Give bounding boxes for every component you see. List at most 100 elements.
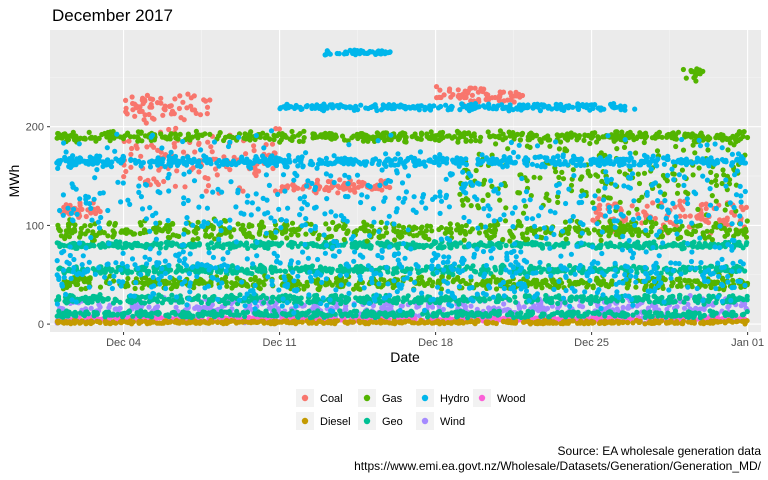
point-gas (291, 226, 297, 232)
point-coal (597, 212, 603, 218)
point-gas (635, 227, 642, 233)
point-diesel (199, 319, 205, 325)
point-geo (482, 311, 488, 317)
point-geo (495, 243, 501, 249)
point-diesel (189, 319, 195, 325)
point-geo (298, 295, 304, 302)
point-coal (166, 103, 173, 109)
point-diesel (96, 319, 102, 325)
point-geo (454, 243, 460, 249)
point-geo (105, 295, 111, 302)
point-geo (313, 242, 319, 248)
point-gas (528, 131, 534, 137)
point-wind (399, 303, 405, 309)
point-wind (741, 302, 747, 308)
point-gas (328, 233, 335, 239)
point-geo (205, 242, 211, 248)
point-diesel (577, 320, 583, 326)
point-geo (272, 311, 279, 317)
point-diesel (165, 319, 171, 326)
point-gas (483, 229, 489, 235)
point-geo (512, 294, 518, 300)
point-gas (175, 136, 181, 142)
point-gas (649, 224, 655, 230)
point-geo (525, 308, 531, 314)
point-coal (88, 210, 94, 216)
point-gas (419, 132, 425, 138)
point-geo (385, 269, 391, 275)
point-geo (244, 309, 251, 315)
point-geo (309, 299, 315, 305)
point-diesel (504, 319, 510, 325)
point-coal (161, 178, 167, 185)
point-diesel (59, 319, 65, 325)
point-diesel (570, 318, 576, 324)
point-diesel (242, 319, 248, 325)
point-geo (315, 308, 321, 314)
point-diesel (429, 320, 435, 326)
point-wind (343, 303, 349, 309)
point-gas (63, 228, 69, 234)
point-gas (357, 132, 363, 139)
point-geo (178, 296, 184, 302)
point-coal (174, 168, 180, 174)
point-geo (321, 314, 327, 320)
point-gas (165, 234, 171, 240)
point-gas (502, 218, 509, 224)
point-gas (655, 134, 662, 140)
point-geo (568, 294, 575, 300)
point-gas (77, 234, 83, 240)
point-geo (198, 300, 204, 306)
point-geo (647, 309, 653, 315)
point-gas (173, 233, 179, 239)
point-geo (642, 314, 648, 320)
point-wind (501, 301, 507, 307)
point-wind (502, 307, 508, 313)
point-coal (180, 99, 186, 105)
point-wind (117, 305, 123, 311)
point-diesel (299, 319, 305, 325)
point-gas (709, 237, 716, 243)
point-diesel (460, 320, 466, 326)
point-gas (563, 236, 569, 242)
point-diesel (118, 318, 124, 324)
point-diesel (106, 320, 112, 326)
point-gas (558, 139, 564, 145)
point-geo (546, 314, 552, 320)
point-gas (158, 131, 164, 137)
point-coal (508, 97, 514, 103)
point-gas (300, 138, 306, 144)
point-geo (263, 295, 270, 301)
point-geo (80, 312, 86, 318)
point-wind (146, 304, 152, 310)
point-geo (730, 293, 736, 299)
point-coal (465, 88, 471, 94)
point-gas (409, 134, 415, 140)
point-geo (153, 310, 159, 316)
point-coal (682, 213, 688, 219)
point-gas (468, 138, 474, 144)
point-coal (132, 113, 138, 119)
point-diesel (192, 319, 199, 325)
point-wind (725, 304, 731, 310)
point-geo (296, 312, 302, 318)
point-gas (586, 230, 592, 236)
point-diesel (744, 318, 750, 324)
point-gas (86, 129, 92, 135)
point-geo (375, 313, 381, 319)
point-gas (518, 223, 524, 229)
point-coal (154, 100, 161, 106)
point-gas (492, 225, 498, 231)
point-geo (195, 293, 201, 299)
point-geo (202, 294, 208, 300)
point-geo (284, 312, 290, 318)
point-geo (393, 300, 399, 306)
point-gas (720, 134, 727, 140)
point-coal (161, 106, 167, 112)
point-coal (128, 164, 134, 170)
point-gas (471, 131, 477, 137)
point-coal (185, 91, 191, 97)
point-wind (531, 303, 537, 309)
point-coal (500, 89, 507, 95)
point-gas (611, 138, 617, 144)
